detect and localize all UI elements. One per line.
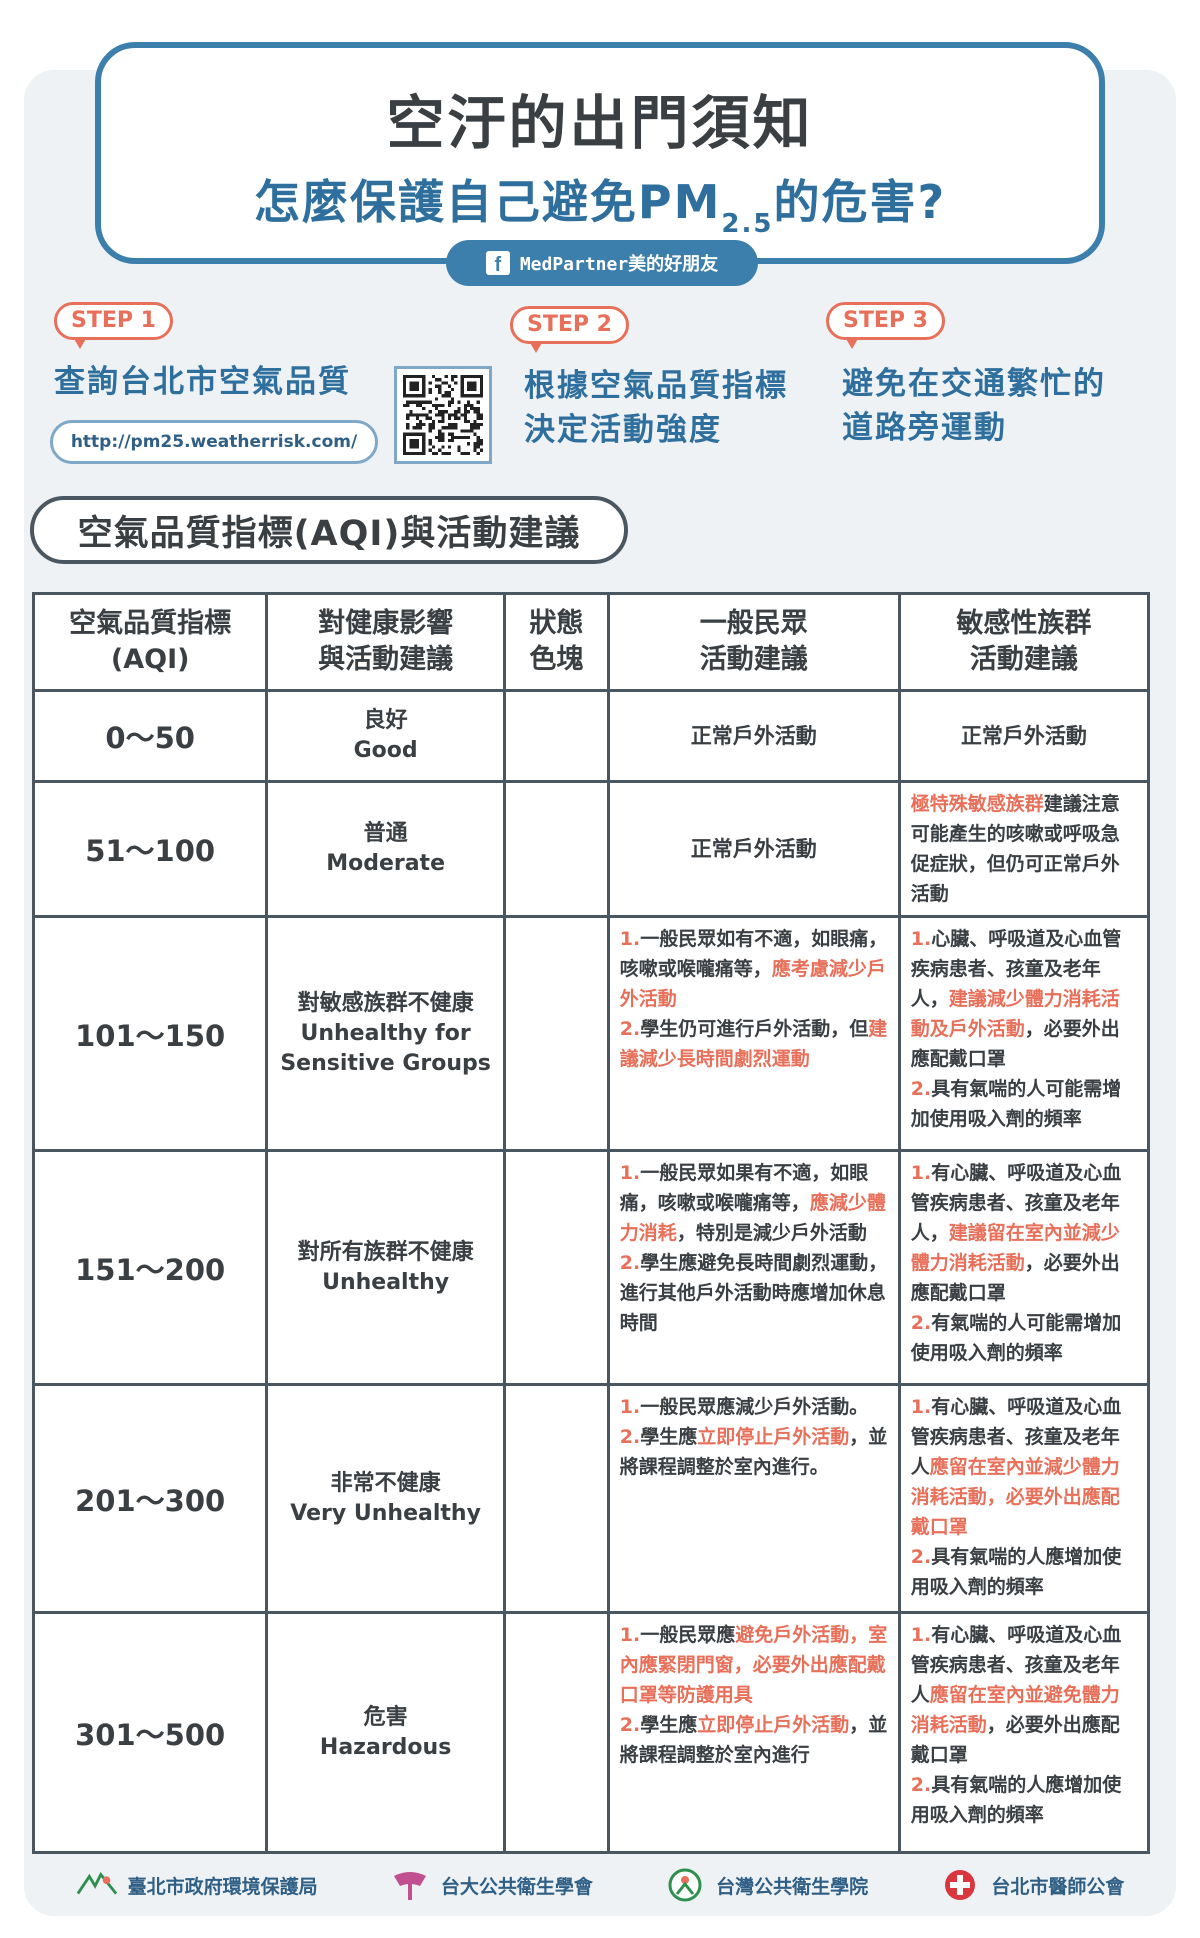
health-status: 非常不健康 Very Unhealthy bbox=[265, 1383, 506, 1614]
aqi-range: 101～150 bbox=[31, 915, 269, 1152]
air-quality-url-link[interactable]: http://pm25.weatherrisk.com/ bbox=[50, 420, 378, 464]
header-sensitive: 敏感性族群 活動建議 bbox=[897, 592, 1151, 692]
table-row: 151～200 對所有族群不健康 Unhealthy 1.一般民眾如果有不適，如眼… bbox=[31, 1149, 1151, 1386]
step-2-text: 根據空氣品質指標 決定活動強度 bbox=[524, 368, 788, 448]
epb-logo-icon bbox=[76, 1868, 118, 1902]
header-general: 一般民眾 活動建議 bbox=[606, 592, 901, 692]
aqi-range: 151～200 bbox=[31, 1149, 269, 1386]
health-status: 良好 Good bbox=[265, 689, 506, 783]
section-title: 空氣品質指標(AQI)與活動建議 bbox=[30, 496, 628, 564]
ntu-ph-logo-icon bbox=[389, 1868, 431, 1902]
title-box: 空汙的出門須知 怎麼保護自己避免PM2.5的危害? bbox=[95, 42, 1105, 264]
sensitive-advice: 極特殊敏感族群建議注意可能產生的咳嗽或呼吸急促症狀，但仍可正常戶外活動 bbox=[897, 780, 1151, 918]
aqi-range: 51～100 bbox=[31, 780, 269, 918]
facebook-icon: f bbox=[485, 251, 510, 275]
sensitive-advice: 正常戶外活動 bbox=[897, 689, 1151, 783]
qr-code bbox=[394, 366, 492, 464]
page-title: 空汙的出門須知 bbox=[386, 89, 814, 157]
page-subtitle: 怎麼保護自己避免PM2.5的危害? bbox=[253, 175, 947, 239]
sensitive-advice: 1.有心臟、呼吸道及心血管疾病患者、孩童及老年人，建議留在室內並減少體力消耗活動… bbox=[897, 1149, 1151, 1386]
step-3-badge: STEP 3 bbox=[826, 302, 945, 349]
color-swatch-cell bbox=[502, 915, 610, 1152]
general-advice: 正常戶外活動 bbox=[606, 689, 901, 783]
sensitive-advice: 1.有心臟、呼吸道及心血管疾病患者、孩童及老年人應留在室內並避免體力消耗活動，必… bbox=[897, 1611, 1151, 1854]
table-row: 0～50 良好 Good 正常戶外活動 正常戶外活動 bbox=[31, 689, 1151, 783]
general-advice: 1.一般民眾應避免戶外活動，室內應緊閉門窗，必要外出應配戴口罩等防護用具 2.學… bbox=[606, 1611, 901, 1854]
header-aqi: 空氣品質指標 (AQI) bbox=[31, 592, 269, 692]
table-row: 101～150 對敏感族群不健康 Unhealthy for Sensitive G… bbox=[31, 915, 1151, 1152]
header-health: 對健康影響 與活動建議 bbox=[265, 592, 506, 692]
step-1-badge: STEP 1 bbox=[54, 302, 173, 349]
table-row: 301～500 危害 Hazardous 1.一般民眾應避免戶外活動，室內應緊閉門… bbox=[31, 1611, 1151, 1854]
sensitive-advice: 1.心臟、呼吸道及心血管疾病患者、孩童及老年人，建議減少體力消耗活動及戶外活動，… bbox=[897, 915, 1151, 1152]
footer-logo: 台灣公共衛生學院 bbox=[664, 1868, 868, 1902]
footer-logos: 臺北市政府環境保護局 台大公共衛生學會 台灣公共衛生學院 台北市醫師公會 bbox=[40, 1860, 1160, 1910]
aqi-table: 空氣品質指標 (AQI) 對健康影響 與活動建議 狀態 色塊 一般民眾 活動建議 敏感性… bbox=[31, 592, 1151, 1854]
facebook-page-link[interactable]: f MedPartner美的好朋友 bbox=[446, 240, 758, 286]
footer-logo: 臺北市政府環境保護局 bbox=[76, 1868, 318, 1902]
step-3-text: 避免在交通繁忙的 道路旁運動 bbox=[842, 366, 1106, 446]
general-advice: 1.一般民眾如果有不適，如眼痛，咳嗽或喉嚨痛等，應減少體力消耗，特別是減少戶外活… bbox=[606, 1149, 901, 1386]
facebook-label: MedPartner美的好朋友 bbox=[519, 254, 719, 275]
medical-assoc-logo-icon bbox=[939, 1868, 981, 1902]
aqi-range: 301～500 bbox=[31, 1611, 269, 1854]
color-swatch-cell bbox=[502, 689, 610, 783]
ph-college-logo-icon bbox=[664, 1868, 706, 1902]
health-status: 對所有族群不健康 Unhealthy bbox=[265, 1149, 506, 1386]
table-row: 201～300 非常不健康 Very Unhealthy 1.一般民眾應減少戶外活… bbox=[31, 1383, 1151, 1614]
step-2-badge: STEP 2 bbox=[510, 306, 629, 353]
color-swatch-cell bbox=[502, 780, 610, 918]
footer-logo: 台大公共衛生學會 bbox=[389, 1868, 593, 1902]
general-advice: 1.一般民眾應減少戶外活動。 2.學生應立即停止戶外活動，並將課程調整於室內進行… bbox=[606, 1383, 901, 1614]
general-advice: 1.一般民眾如有不適，如眼痛，咳嗽或喉嚨痛等，應考慮減少戶外活動 2.學生仍可進… bbox=[606, 915, 901, 1152]
step-1-text: 查詢台北市空氣品質 bbox=[54, 364, 351, 400]
color-swatch-cell bbox=[502, 1611, 610, 1854]
color-swatch-cell bbox=[502, 1383, 610, 1614]
aqi-range: 0～50 bbox=[31, 689, 269, 783]
color-swatch-cell bbox=[502, 1149, 610, 1386]
header-color: 狀態 色塊 bbox=[502, 592, 610, 692]
footer-logo: 台北市醫師公會 bbox=[939, 1868, 1124, 1902]
table-row: 51～100 普通 Moderate 正常戶外活動 極特殊敏感族群建議注意可能產生… bbox=[31, 780, 1151, 918]
sensitive-advice: 1.有心臟、呼吸道及心血管疾病患者、孩童及老年人應留在室內並減少體力消耗活動，必… bbox=[897, 1383, 1151, 1614]
health-status: 對敏感族群不健康 Unhealthy for Sensitive Groups bbox=[265, 915, 506, 1152]
general-advice: 正常戶外活動 bbox=[606, 780, 901, 918]
health-status: 危害 Hazardous bbox=[265, 1611, 506, 1854]
aqi-range: 201～300 bbox=[31, 1383, 269, 1614]
health-status: 普通 Moderate bbox=[265, 780, 506, 918]
table-header-row: 空氣品質指標 (AQI) 對健康影響 與活動建議 狀態 色塊 一般民眾 活動建議 敏感性… bbox=[31, 592, 1151, 692]
